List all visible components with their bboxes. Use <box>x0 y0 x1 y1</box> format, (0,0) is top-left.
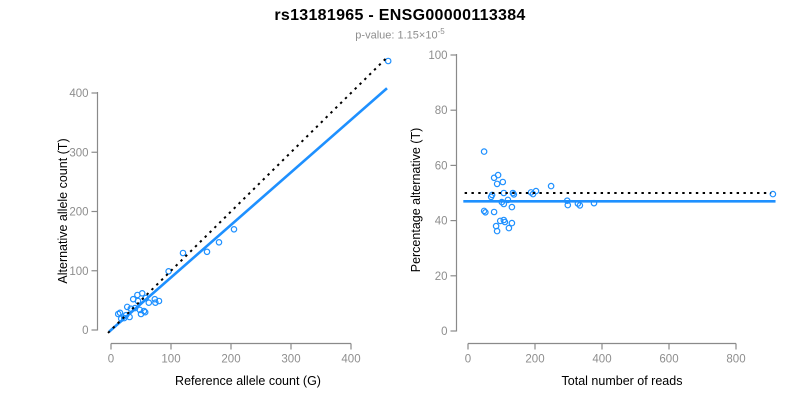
data-point <box>576 202 584 209</box>
fit-line <box>108 87 388 333</box>
data-point <box>505 224 513 232</box>
data-point <box>508 219 516 227</box>
data-point <box>165 267 172 275</box>
right-plot: 0 20 40 60 80 100 0 200 400 600 800 Total number of… <box>409 50 777 388</box>
data-point <box>493 227 501 235</box>
data-point <box>140 307 148 315</box>
data-point <box>215 239 223 246</box>
data-point <box>138 289 146 297</box>
scatter-points <box>480 148 777 235</box>
data-point <box>482 209 489 216</box>
data-point <box>230 226 238 233</box>
y-tick-label: 40 <box>435 216 448 228</box>
pvalue-exponent: -5 <box>437 27 445 36</box>
page-title: rs13181965 - ENSG00000113384 <box>274 7 526 24</box>
x-tick-label: 0 <box>465 354 471 366</box>
x-tick-label: 100 <box>161 354 180 366</box>
y-tick-label: 200 <box>69 207 88 219</box>
x-axis: 0 200 400 600 800 <box>465 342 746 366</box>
pvalue-text: p-value: 1.15×10 <box>355 29 438 42</box>
x-tick-label: 400 <box>341 354 360 366</box>
data-point <box>116 309 124 317</box>
y-tick-label: 20 <box>435 271 448 283</box>
y-axis-title: Alternative allele count (T) <box>56 138 70 283</box>
data-point <box>504 196 512 204</box>
y-axis: 0 100 200 300 400 <box>69 88 99 337</box>
data-point <box>145 299 153 307</box>
data-point <box>508 203 516 211</box>
data-point <box>501 218 509 226</box>
data-point <box>141 308 149 316</box>
y-tick-label: 80 <box>435 105 448 117</box>
data-point <box>769 190 777 198</box>
data-point <box>179 249 187 257</box>
data-point <box>509 189 517 197</box>
data-point <box>155 297 163 305</box>
x-axis-title: Total number of reads <box>562 374 683 388</box>
data-point <box>532 187 540 195</box>
y-tick-label: 400 <box>69 88 88 100</box>
data-point <box>203 248 211 256</box>
data-point <box>494 171 502 179</box>
y-tick-label: 0 <box>441 326 447 338</box>
data-point <box>499 178 507 186</box>
data-point <box>123 303 131 311</box>
y-tick-label: 100 <box>428 50 447 62</box>
y-tick-label: 300 <box>69 147 88 159</box>
data-point <box>384 57 392 65</box>
x-tick-label: 400 <box>592 354 611 366</box>
y-axis-title: Percentage alternative (T) <box>409 128 423 273</box>
data-point <box>480 148 488 155</box>
x-tick-label: 200 <box>525 354 544 366</box>
x-tick-label: 200 <box>221 354 240 366</box>
data-point <box>493 180 501 188</box>
left-plot: 0 100 200 300 400 0 100 200 300 400 Reference alle… <box>56 57 392 388</box>
data-point <box>152 299 159 307</box>
y-axis: 0 20 40 60 80 100 <box>428 50 458 338</box>
data-point <box>490 208 498 216</box>
pvalue-subtitle: p-value: 1.15×10-5 <box>0 27 800 42</box>
y-tick-label: 100 <box>69 266 88 278</box>
data-point <box>510 191 518 198</box>
scatter-points <box>114 57 392 323</box>
y-tick-label: 60 <box>435 160 448 172</box>
y-tick-label: 0 <box>82 325 88 337</box>
x-tick-label: 300 <box>281 354 300 366</box>
x-tick-label: 0 <box>108 354 114 366</box>
x-tick-label: 600 <box>659 354 678 366</box>
reference-dotted-line <box>107 57 387 334</box>
x-axis-title: Reference allele count (G) <box>175 374 321 388</box>
data-point <box>480 207 488 215</box>
data-point <box>136 306 144 314</box>
x-tick-label: 800 <box>726 354 745 366</box>
x-axis: 0 100 200 300 400 <box>108 342 361 366</box>
data-point <box>547 182 555 190</box>
